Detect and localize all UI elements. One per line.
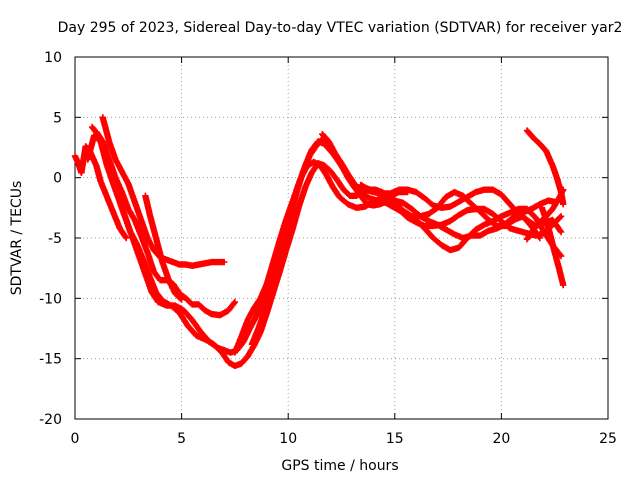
y-tick-label: 0 — [53, 171, 62, 187]
series-track-12 — [523, 186, 567, 243]
chart-title: Day 295 of 2023, Sidereal Day-to-day VTE… — [58, 20, 623, 36]
data-markers — [523, 186, 567, 243]
data-markers — [71, 143, 130, 242]
x-tick-label: 5 — [177, 431, 186, 447]
series-layer — [71, 114, 567, 370]
y-axis-label: SDTVAR / TECUs — [9, 181, 25, 296]
series-track-13 — [71, 143, 130, 242]
x-tick-label: 15 — [386, 431, 404, 447]
data-markers — [357, 181, 565, 260]
series-track-5 — [142, 192, 185, 303]
x-tick-label: 0 — [71, 431, 80, 447]
y-tick-label: 5 — [53, 110, 62, 126]
series-track-9 — [357, 181, 565, 260]
data-markers — [142, 192, 185, 303]
tick-layer: 0 5 10 15 20 25 -20 -15 -10 -5 0 5 10 — [39, 50, 617, 447]
x-tick-label: 25 — [599, 431, 617, 447]
y-tick-label: -5 — [48, 231, 62, 247]
y-tick-label: -10 — [39, 291, 62, 307]
x-tick-label: 20 — [492, 431, 510, 447]
y-tick-label: 10 — [44, 50, 62, 66]
x-tick-label: 10 — [279, 431, 297, 447]
x-axis-label: GPS time / hours — [281, 458, 398, 474]
y-tick-label: -20 — [39, 412, 62, 428]
y-tick-label: -15 — [39, 352, 62, 368]
